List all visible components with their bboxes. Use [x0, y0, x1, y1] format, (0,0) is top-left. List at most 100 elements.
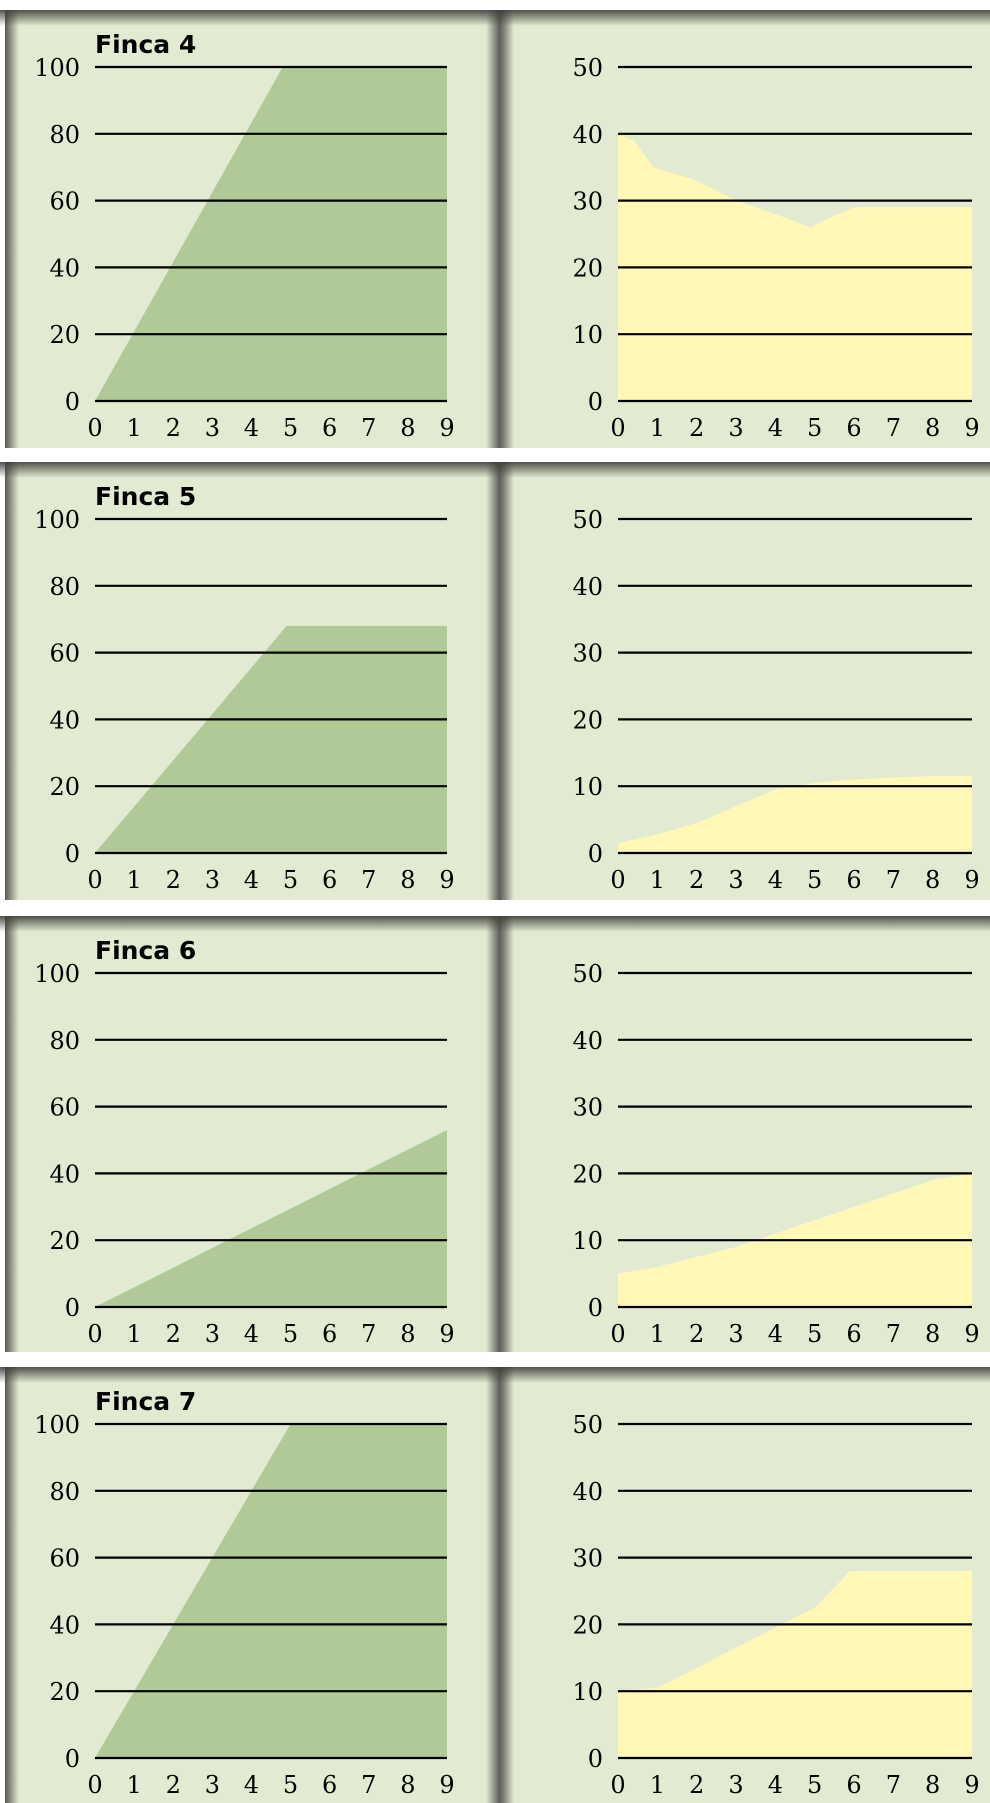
x-tick-label: 1: [650, 1320, 665, 1348]
x-tick-label: 3: [728, 1771, 743, 1799]
x-tick-label: 8: [925, 1320, 940, 1348]
y-tick-label: 10: [572, 321, 603, 349]
x-tick-label: 9: [964, 1320, 979, 1348]
x-tick-label: 1: [126, 866, 141, 894]
x-tick-label: 3: [205, 866, 220, 894]
x-tick-label: 3: [205, 1771, 220, 1799]
right-area-fill: [618, 1570, 972, 1758]
y-tick-label: 0: [65, 1294, 80, 1322]
y-tick-label: 100: [34, 54, 80, 82]
x-tick-label: 4: [768, 414, 783, 442]
x-tick-label: 0: [87, 414, 102, 442]
x-tick-label: 9: [964, 866, 979, 894]
panel-divider-shadow: [486, 1367, 514, 1803]
y-tick-label: 40: [572, 1027, 603, 1055]
y-tick-label: 0: [588, 1294, 603, 1322]
x-tick-label: 3: [728, 1320, 743, 1348]
y-tick-label: 30: [572, 1094, 603, 1122]
y-tick-label: 80: [49, 1027, 80, 1055]
y-tick-label: 20: [572, 254, 603, 282]
chart-title: Finca 6: [95, 936, 196, 965]
y-tick-label: 40: [572, 121, 603, 149]
x-tick-label: 9: [964, 414, 979, 442]
y-tick-label: 30: [572, 1545, 603, 1573]
y-tick-label: 0: [588, 840, 603, 868]
x-tick-label: 0: [610, 414, 625, 442]
y-tick-label: 40: [572, 1478, 603, 1506]
x-tick-label: 2: [166, 1320, 181, 1348]
y-tick-label: 30: [572, 188, 603, 216]
x-tick-label: 2: [689, 1320, 704, 1348]
y-tick-label: 80: [49, 121, 80, 149]
y-tick-label: 0: [65, 840, 80, 868]
left-area-fill: [95, 1424, 447, 1758]
y-tick-label: 40: [49, 706, 80, 734]
x-tick-label: 5: [283, 414, 298, 442]
y-tick-label: 40: [49, 1160, 80, 1188]
y-tick-label: 10: [572, 1678, 603, 1706]
y-tick-label: 40: [572, 573, 603, 601]
x-tick-label: 6: [846, 1320, 861, 1348]
x-tick-label: 2: [166, 414, 181, 442]
y-tick-label: 100: [34, 960, 80, 988]
x-tick-label: 2: [689, 414, 704, 442]
x-tick-label: 7: [361, 1771, 376, 1799]
y-tick-label: 20: [49, 1227, 80, 1255]
y-tick-label: 20: [572, 706, 603, 734]
x-tick-label: 5: [807, 866, 822, 894]
x-tick-label: 6: [322, 866, 337, 894]
frame-shadow-left: [5, 462, 19, 900]
x-tick-label: 3: [728, 866, 743, 894]
y-tick-label: 80: [49, 1478, 80, 1506]
chart-title: Finca 5: [95, 482, 196, 511]
x-tick-label: 5: [807, 1320, 822, 1348]
x-tick-label: 5: [283, 1320, 298, 1348]
x-tick-label: 1: [650, 1771, 665, 1799]
y-tick-label: 80: [49, 573, 80, 601]
x-tick-label: 9: [439, 1771, 454, 1799]
x-tick-label: 9: [439, 866, 454, 894]
y-tick-label: 100: [34, 1411, 80, 1439]
y-tick-label: 50: [572, 506, 603, 534]
x-tick-label: 7: [361, 1320, 376, 1348]
x-tick-label: 4: [244, 866, 259, 894]
y-tick-label: 30: [572, 640, 603, 668]
x-tick-label: 7: [361, 866, 376, 894]
left-area-fill: [95, 625, 447, 853]
frame-shadow-left: [5, 1367, 19, 1803]
x-tick-label: 6: [846, 1771, 861, 1799]
y-tick-label: 100: [34, 506, 80, 534]
y-tick-label: 0: [588, 1745, 603, 1773]
y-tick-label: 20: [49, 321, 80, 349]
x-tick-label: 1: [126, 1320, 141, 1348]
y-tick-label: 0: [588, 388, 603, 416]
x-tick-label: 6: [846, 866, 861, 894]
y-tick-label: 40: [49, 1611, 80, 1639]
x-tick-label: 4: [244, 1771, 259, 1799]
x-tick-label: 8: [400, 1320, 415, 1348]
y-tick-label: 60: [49, 640, 80, 668]
x-tick-label: 8: [925, 866, 940, 894]
x-tick-label: 4: [768, 1771, 783, 1799]
chart-title: Finca 4: [95, 30, 196, 59]
frame-shadow-left: [5, 10, 19, 448]
left-area-fill: [95, 67, 447, 401]
x-tick-label: 0: [87, 866, 102, 894]
y-tick-label: 60: [49, 188, 80, 216]
x-tick-label: 2: [689, 1771, 704, 1799]
panel-divider-shadow: [486, 10, 514, 448]
x-tick-label: 2: [689, 866, 704, 894]
x-tick-label: 4: [244, 1320, 259, 1348]
x-tick-label: 7: [886, 414, 901, 442]
